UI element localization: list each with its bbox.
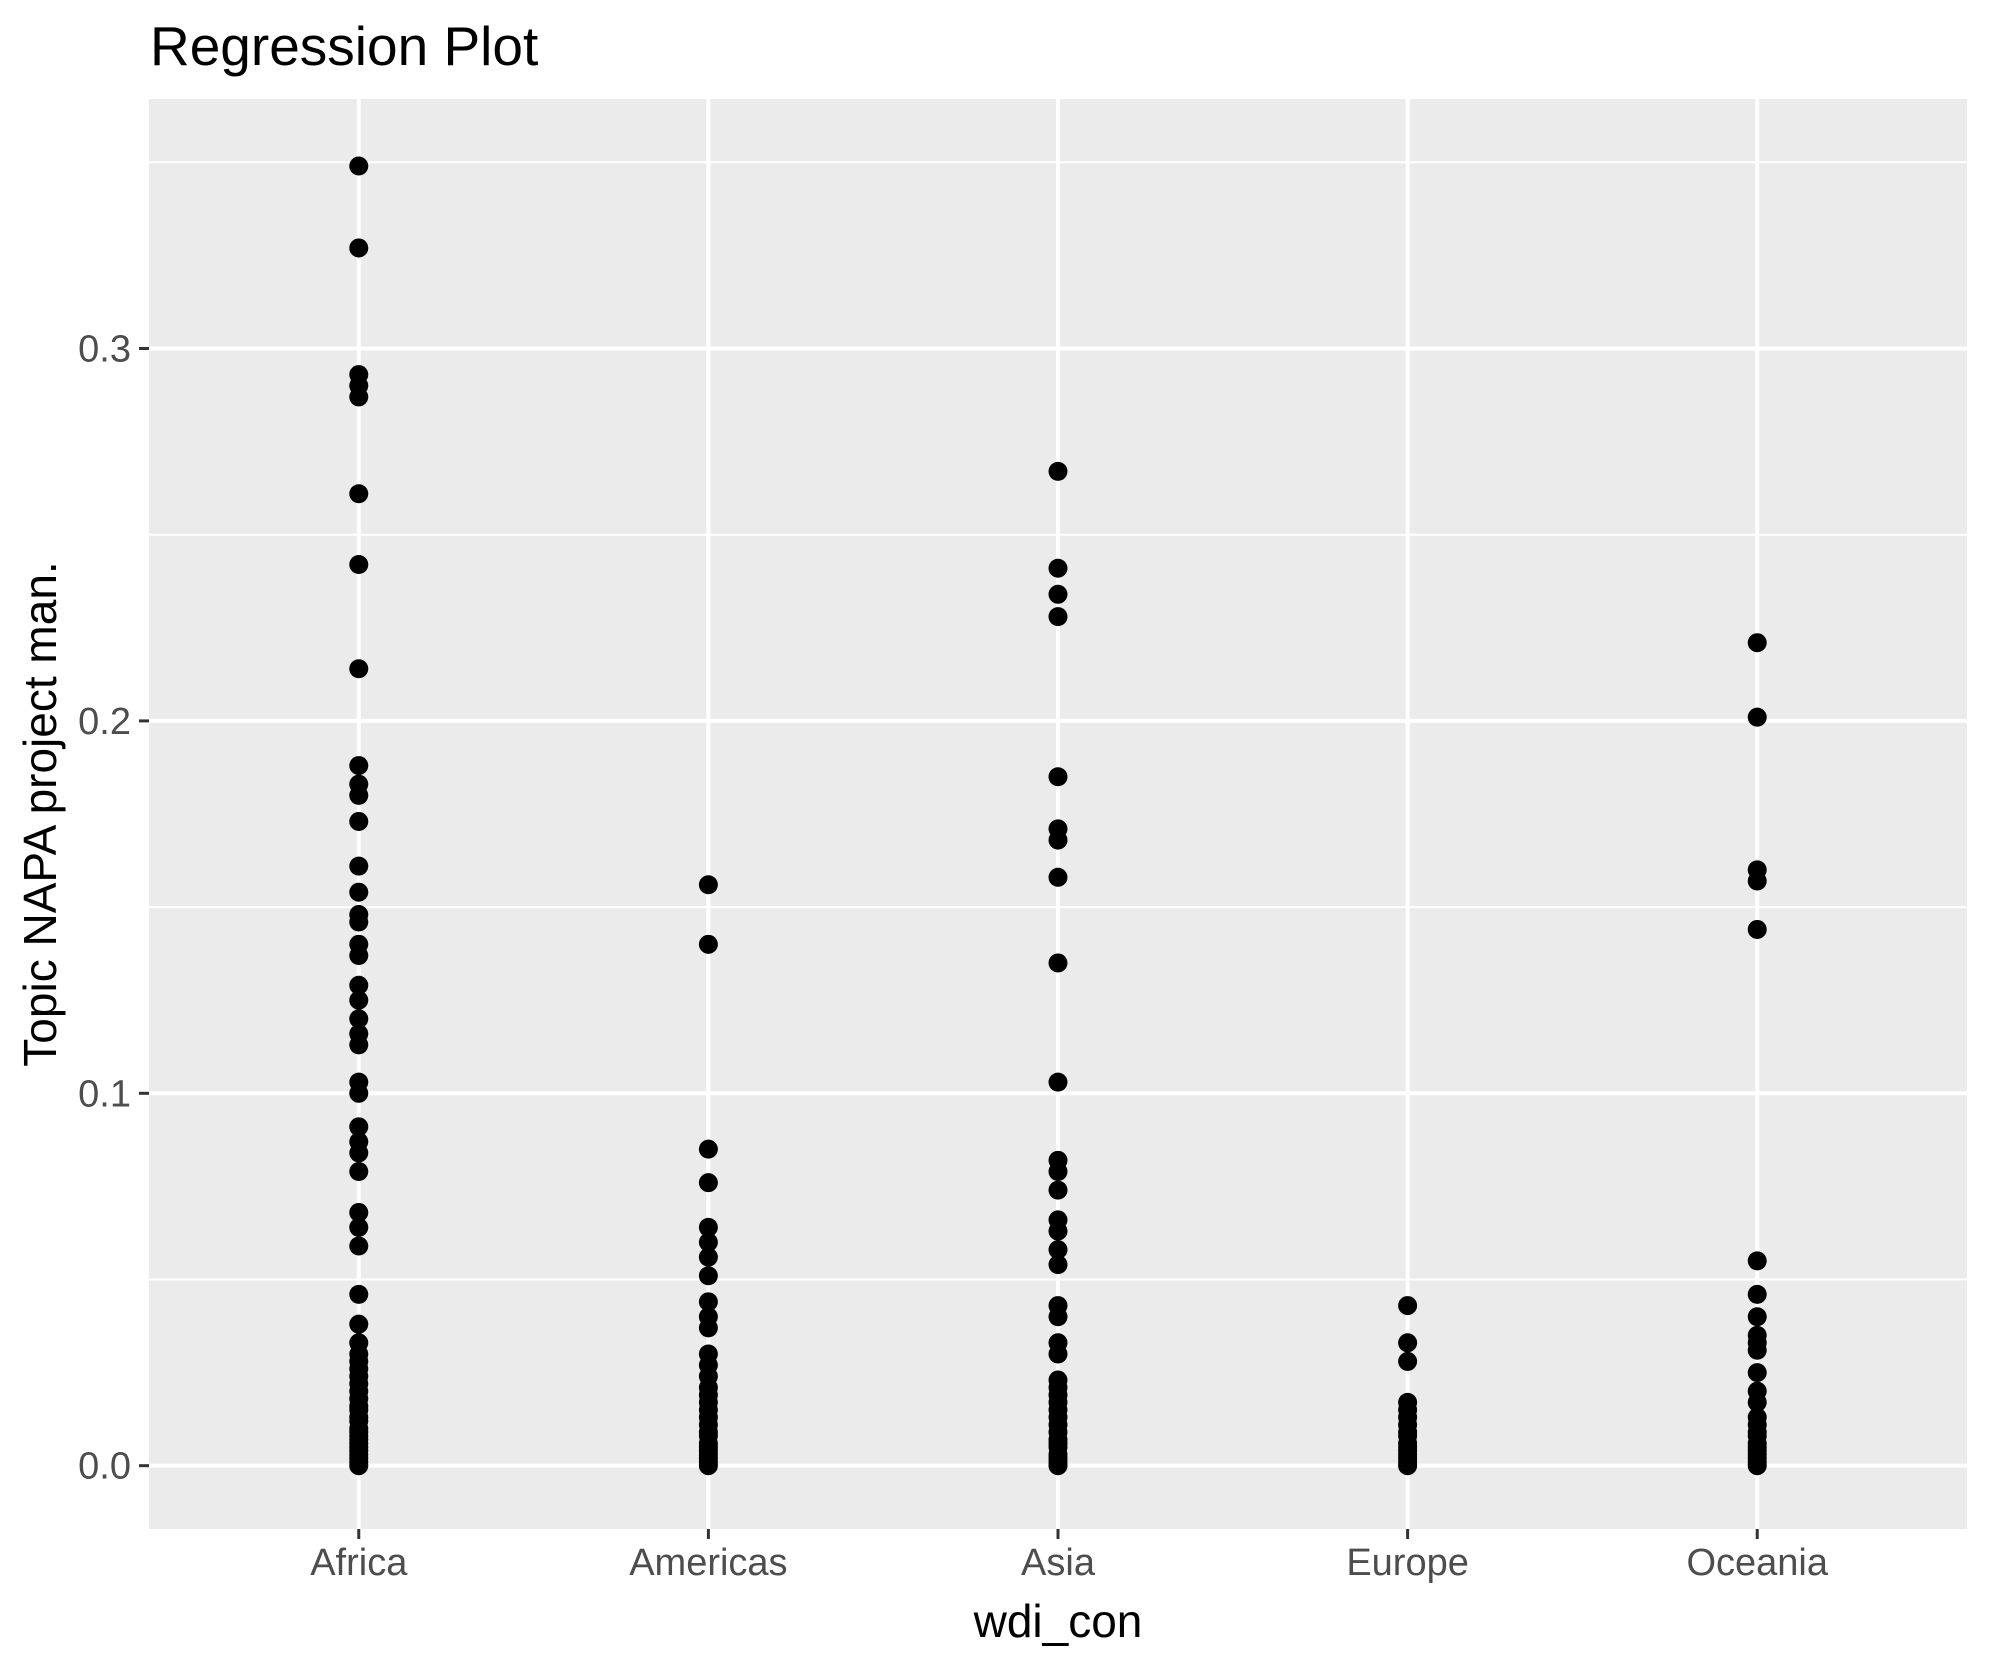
data-point-africa: [349, 1035, 369, 1055]
data-point-asia: [1048, 1162, 1068, 1181]
data-point-asia: [1048, 1307, 1068, 1327]
data-point-americas: [698, 934, 718, 954]
data-point-oceania: [1747, 1307, 1767, 1327]
data-point-africa: [349, 912, 369, 932]
data-point-asia: [1048, 867, 1068, 887]
data-point-africa: [349, 1162, 369, 1181]
y-tick-label: 0.3: [78, 329, 131, 371]
data-point-asia: [1048, 953, 1068, 973]
data-point-americas: [698, 1318, 718, 1338]
data-point-africa: [349, 1284, 369, 1304]
data-point-africa: [349, 756, 369, 776]
data-point-oceania: [1747, 633, 1767, 653]
y-tick-label: 0.0: [78, 1446, 131, 1488]
data-point-asia: [1048, 1240, 1068, 1260]
data-point-oceania: [1747, 1456, 1767, 1476]
data-point-africa: [349, 975, 369, 995]
data-point-asia: [1048, 767, 1068, 787]
data-point-africa: [349, 156, 369, 176]
data-point-americas: [698, 1266, 718, 1286]
data-point-asia: [1048, 1344, 1068, 1364]
data-point-americas: [698, 1247, 718, 1267]
data-point-americas: [698, 1456, 718, 1476]
data-point-americas: [698, 1217, 718, 1237]
data-point-americas: [698, 1139, 718, 1159]
data-point-africa: [349, 484, 369, 504]
data-point-africa: [349, 946, 369, 966]
x-axis-title: wdi_con: [973, 1595, 1143, 1647]
y-tick-label: 0.1: [78, 1073, 131, 1115]
data-point-americas: [698, 1232, 718, 1252]
data-point-asia: [1048, 1072, 1068, 1092]
y-tick-label: 0.2: [78, 701, 131, 743]
data-point-africa: [349, 1217, 369, 1237]
x-tick-label-europe: Europe: [1346, 1542, 1469, 1584]
data-point-africa: [349, 856, 369, 876]
x-tick-label-africa: Africa: [310, 1542, 408, 1584]
data-point-africa: [349, 554, 369, 574]
data-point-africa: [349, 1202, 369, 1222]
data-point-asia: [1048, 830, 1068, 850]
data-point-americas: [698, 1173, 718, 1193]
data-point-europe: [1398, 1333, 1418, 1353]
data-point-africa: [349, 1117, 369, 1137]
data-point-africa: [349, 387, 369, 407]
data-point-oceania: [1747, 707, 1767, 727]
data-point-africa: [349, 811, 369, 831]
data-point-africa: [349, 1009, 369, 1029]
data-point-europe: [1398, 1351, 1418, 1371]
data-point-americas: [698, 875, 718, 895]
data-point-africa: [349, 1314, 369, 1334]
data-point-africa: [349, 1083, 369, 1103]
data-point-asia: [1048, 558, 1068, 578]
chart-title: Regression Plot: [150, 15, 539, 77]
data-point-asia: [1048, 1180, 1068, 1200]
data-point-asia: [1048, 1255, 1068, 1275]
x-tick-label-americas: Americas: [629, 1542, 787, 1584]
data-point-oceania: [1747, 1340, 1767, 1360]
data-point-europe: [1398, 1456, 1418, 1476]
data-point-africa: [349, 238, 369, 258]
data-point-africa: [349, 990, 369, 1010]
data-point-africa: [349, 1456, 369, 1476]
data-point-africa: [349, 1236, 369, 1256]
data-point-africa: [349, 659, 369, 679]
data-point-oceania: [1747, 1392, 1767, 1412]
data-point-oceania: [1747, 871, 1767, 891]
data-point-asia: [1048, 584, 1068, 604]
data-point-asia: [1048, 1456, 1068, 1476]
x-tick-label-asia: Asia: [1021, 1542, 1096, 1584]
x-tick-label-oceania: Oceania: [1686, 1542, 1828, 1584]
data-point-oceania: [1747, 919, 1767, 939]
data-point-africa: [349, 882, 369, 902]
data-point-americas: [698, 1292, 718, 1312]
data-point-asia: [1048, 1221, 1068, 1241]
data-point-africa: [349, 1143, 369, 1163]
data-point-oceania: [1747, 1363, 1767, 1383]
data-point-africa: [349, 785, 369, 805]
data-point-asia: [1048, 461, 1068, 481]
data-point-oceania: [1747, 1284, 1767, 1304]
data-point-oceania: [1747, 1251, 1767, 1271]
y-axis-title: Topic NAPA project man.: [14, 561, 66, 1067]
data-point-asia: [1048, 607, 1068, 627]
data-point-europe: [1398, 1296, 1418, 1316]
